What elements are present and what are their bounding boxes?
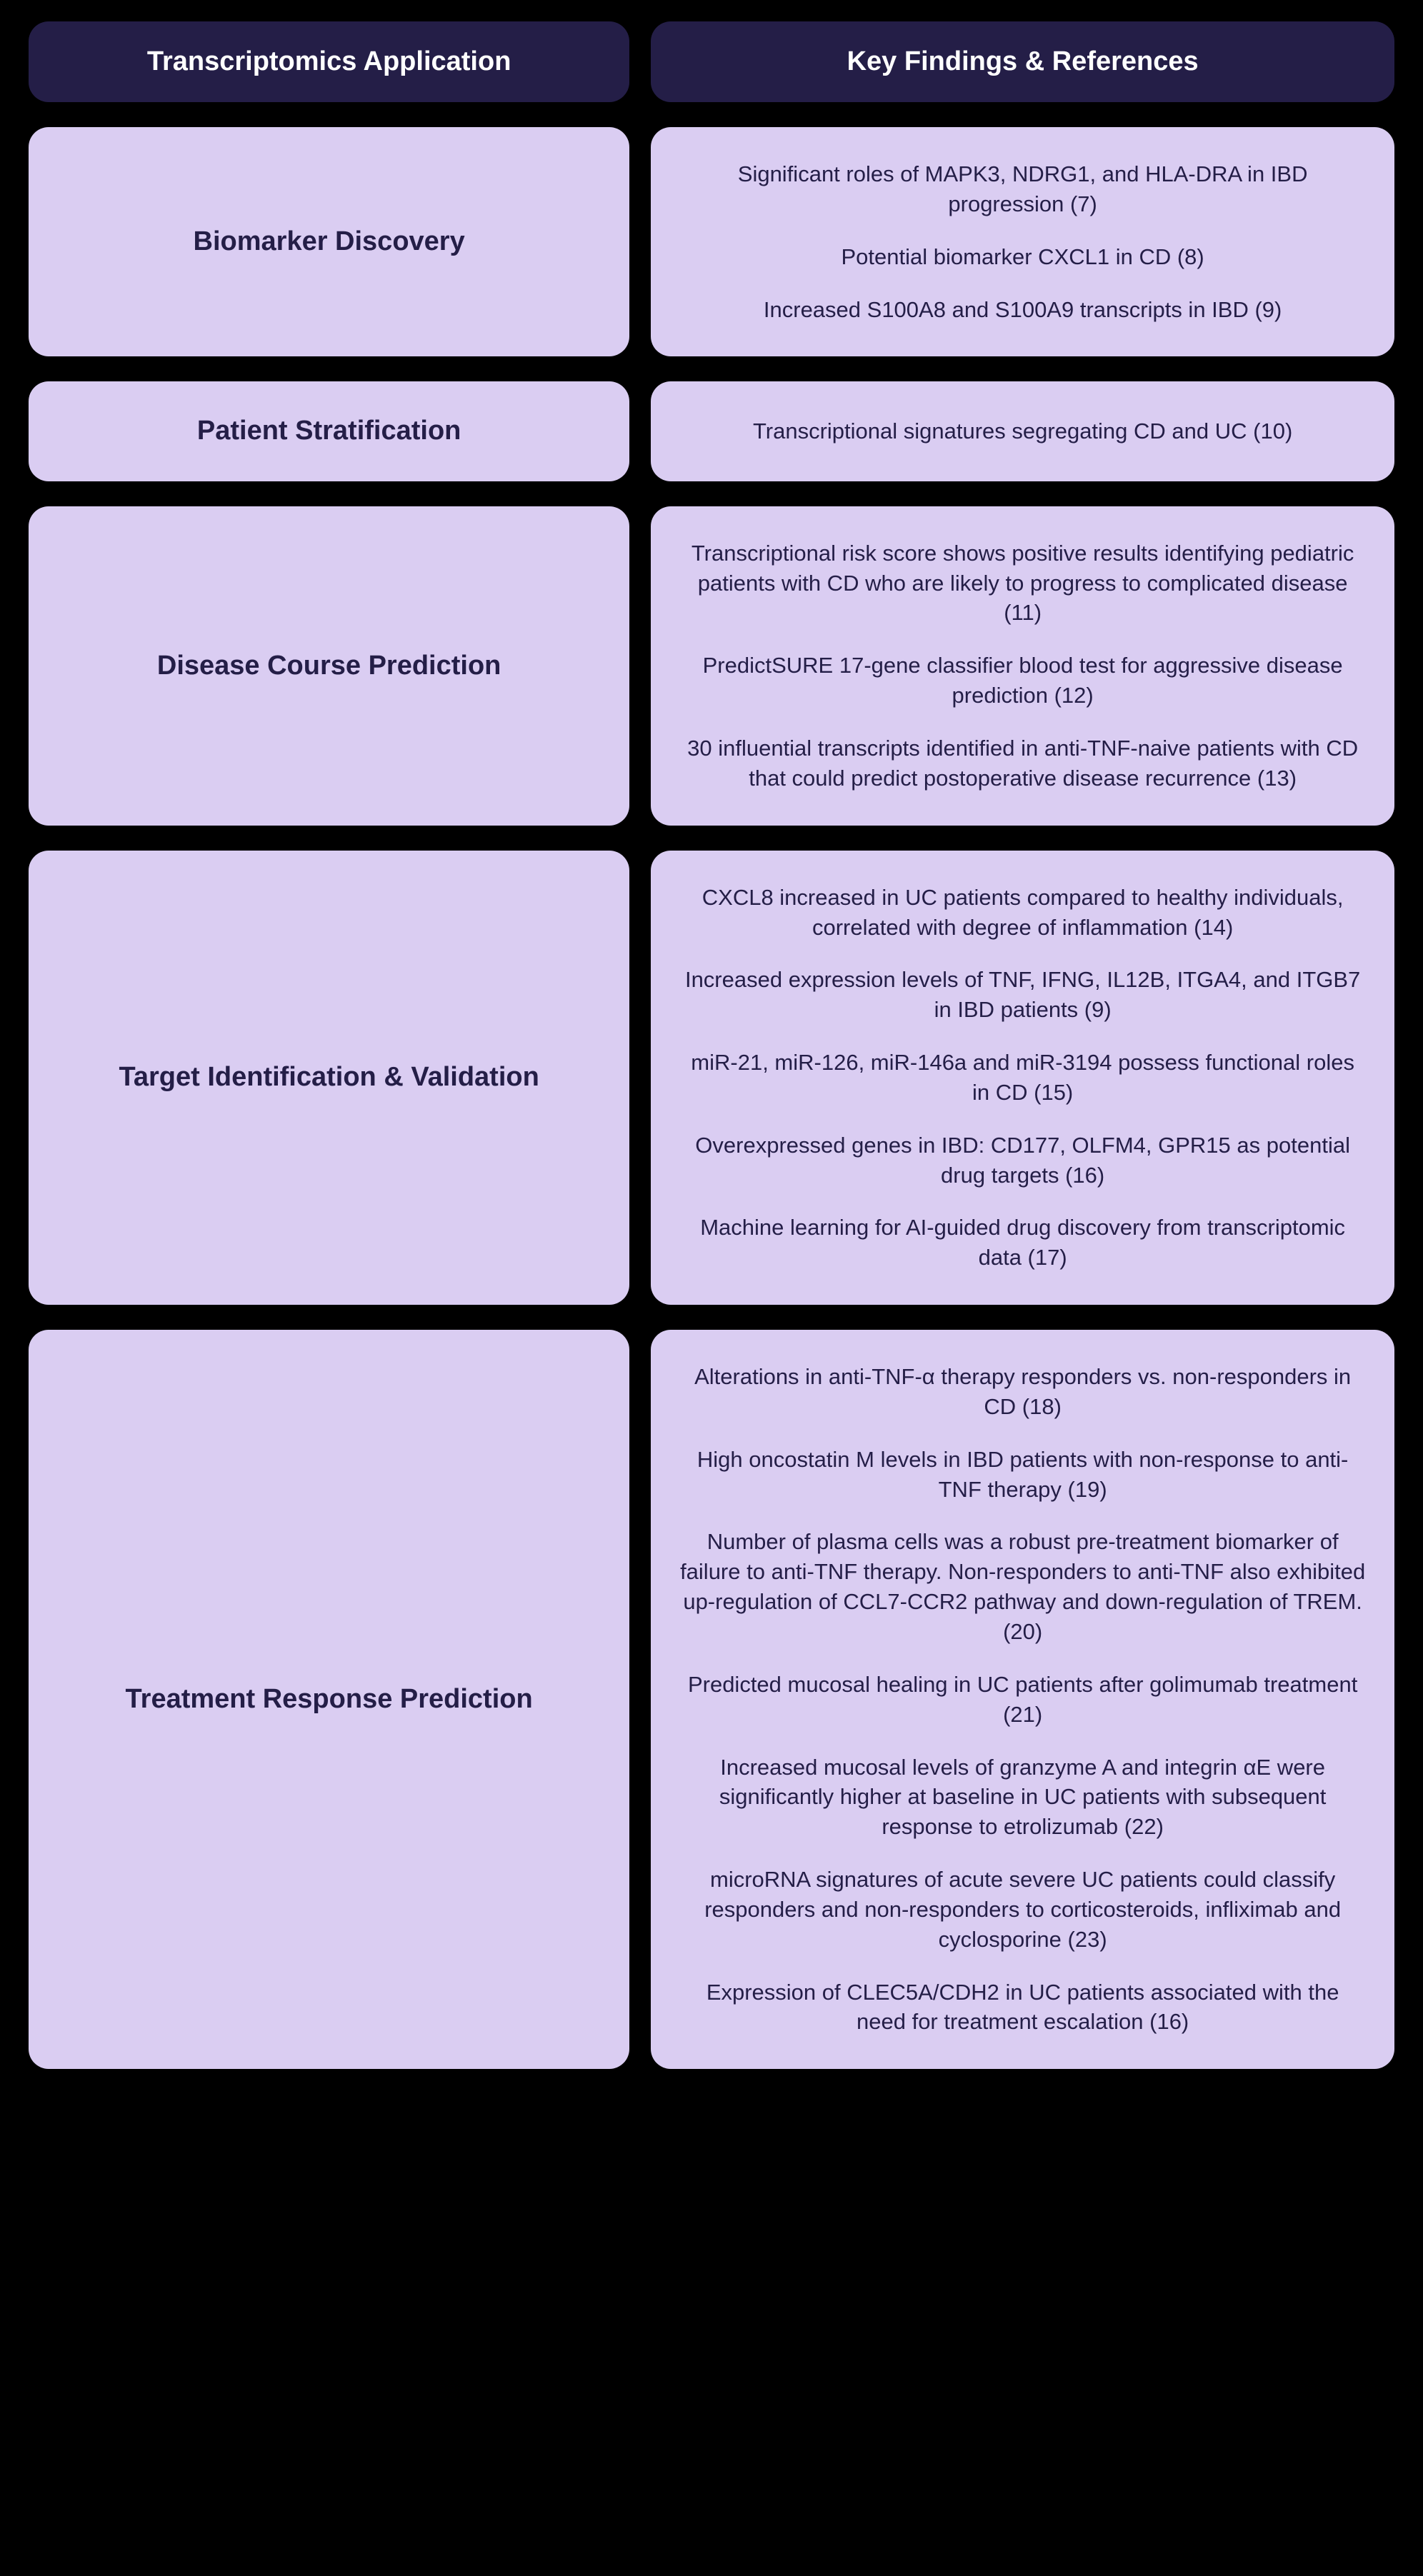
finding-text: Predicted mucosal healing in UC patients…	[679, 1670, 1366, 1730]
findings-cell: Significant roles of MAPK3, NDRG1, and H…	[651, 127, 1394, 356]
table-row: Disease Course Prediction Transcriptional…	[29, 506, 1394, 826]
application-cell: Target Identification & Validation	[29, 851, 629, 1305]
finding-text: Alterations in anti-TNF-α therapy respon…	[679, 1362, 1366, 1422]
finding-text: Transcriptional risk score shows positiv…	[679, 538, 1366, 628]
application-cell: Biomarker Discovery	[29, 127, 629, 356]
finding-text: PredictSURE 17-gene classifier blood tes…	[679, 651, 1366, 711]
application-title: Treatment Response Prediction	[126, 1682, 533, 1717]
table-row: Patient Stratification Transcriptional si…	[29, 381, 1394, 481]
finding-text: High oncostatin M levels in IBD patients…	[679, 1445, 1366, 1505]
findings-cell: Transcriptional signatures segregating C…	[651, 381, 1394, 481]
findings-cell: Alterations in anti-TNF-α therapy respon…	[651, 1330, 1394, 2069]
application-cell: Disease Course Prediction	[29, 506, 629, 826]
finding-text: 30 influential transcripts identified in…	[679, 733, 1366, 793]
finding-text: Transcriptional signatures segregating C…	[753, 416, 1292, 446]
application-title: Disease Course Prediction	[157, 648, 501, 683]
header-application: Transcriptomics Application	[29, 21, 629, 102]
finding-text: CXCL8 increased in UC patients compared …	[679, 883, 1366, 943]
table-row: Target Identification & Validation CXCL8 …	[29, 851, 1394, 1305]
application-cell: Treatment Response Prediction	[29, 1330, 629, 2069]
findings-cell: Transcriptional risk score shows positiv…	[651, 506, 1394, 826]
finding-text: Increased expression levels of TNF, IFNG…	[679, 965, 1366, 1025]
transcriptomics-table: Transcriptomics Application Key Findings…	[29, 21, 1394, 2069]
finding-text: Number of plasma cells was a robust pre-…	[679, 1527, 1366, 1646]
finding-text: Potential biomarker CXCL1 in CD (8)	[842, 242, 1204, 272]
application-title: Patient Stratification	[197, 414, 461, 448]
table-row: Biomarker Discovery Significant roles of …	[29, 127, 1394, 356]
table-header-row: Transcriptomics Application Key Findings…	[29, 21, 1394, 102]
findings-cell: CXCL8 increased in UC patients compared …	[651, 851, 1394, 1305]
finding-text: Increased mucosal levels of granzyme A a…	[679, 1753, 1366, 1843]
application-title: Target Identification & Validation	[119, 1060, 539, 1095]
application-cell: Patient Stratification	[29, 381, 629, 481]
header-findings: Key Findings & References	[651, 21, 1394, 102]
finding-text: Overexpressed genes in IBD: CD177, OLFM4…	[679, 1131, 1366, 1191]
finding-text: miR-21, miR-126, miR-146a and miR-3194 p…	[679, 1048, 1366, 1108]
finding-text: microRNA signatures of acute severe UC p…	[679, 1865, 1366, 1955]
finding-text: Significant roles of MAPK3, NDRG1, and H…	[679, 159, 1366, 219]
finding-text: Increased S100A8 and S100A9 transcripts …	[764, 295, 1282, 325]
table-row: Treatment Response Prediction Alterations…	[29, 1330, 1394, 2069]
finding-text: Expression of CLEC5A/CDH2 in UC patients…	[679, 1978, 1366, 2038]
finding-text: Machine learning for AI-guided drug disc…	[679, 1213, 1366, 1273]
application-title: Biomarker Discovery	[194, 224, 465, 259]
table-body: Biomarker Discovery Significant roles of …	[29, 127, 1394, 2069]
